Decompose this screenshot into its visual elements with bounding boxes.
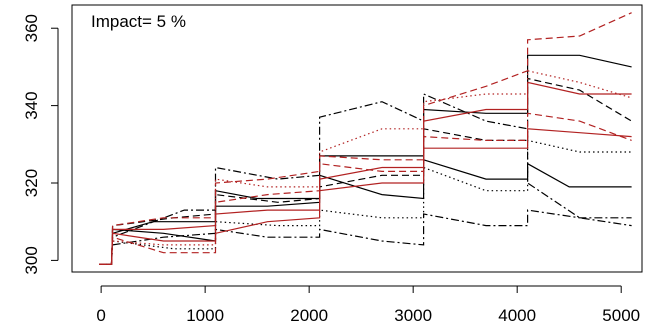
x-tick-label: 2000 <box>290 306 328 325</box>
series-line-7 <box>99 12 632 265</box>
x-tick-label: 4000 <box>498 306 536 325</box>
plot-frame <box>71 4 643 273</box>
y-tick-label: 320 <box>22 169 41 197</box>
series-line-8 <box>99 81 632 265</box>
x-tick-label: 0 <box>96 306 105 325</box>
series-line-6 <box>99 209 632 265</box>
series-line-9 <box>99 128 632 265</box>
chart-title: Impact= 5 % <box>91 12 186 31</box>
series-line-5 <box>99 139 632 265</box>
series-line-4 <box>99 93 632 265</box>
series-line-10 <box>99 112 632 265</box>
x-tick-label: 3000 <box>394 306 432 325</box>
x-axis: 0 1000 2000 3000 4000 5000 <box>96 285 640 325</box>
series-line-1 <box>99 54 632 265</box>
series-layer <box>99 12 632 265</box>
x-tick-label: 5000 <box>602 306 640 325</box>
y-tick-label: 360 <box>22 14 41 42</box>
x-tick-label: 1000 <box>186 306 224 325</box>
y-tick-label: 340 <box>22 91 41 119</box>
y-tick-label: 300 <box>22 246 41 274</box>
series-line-2 <box>99 158 632 265</box>
y-axis: 300 320 340 360 <box>22 14 59 275</box>
